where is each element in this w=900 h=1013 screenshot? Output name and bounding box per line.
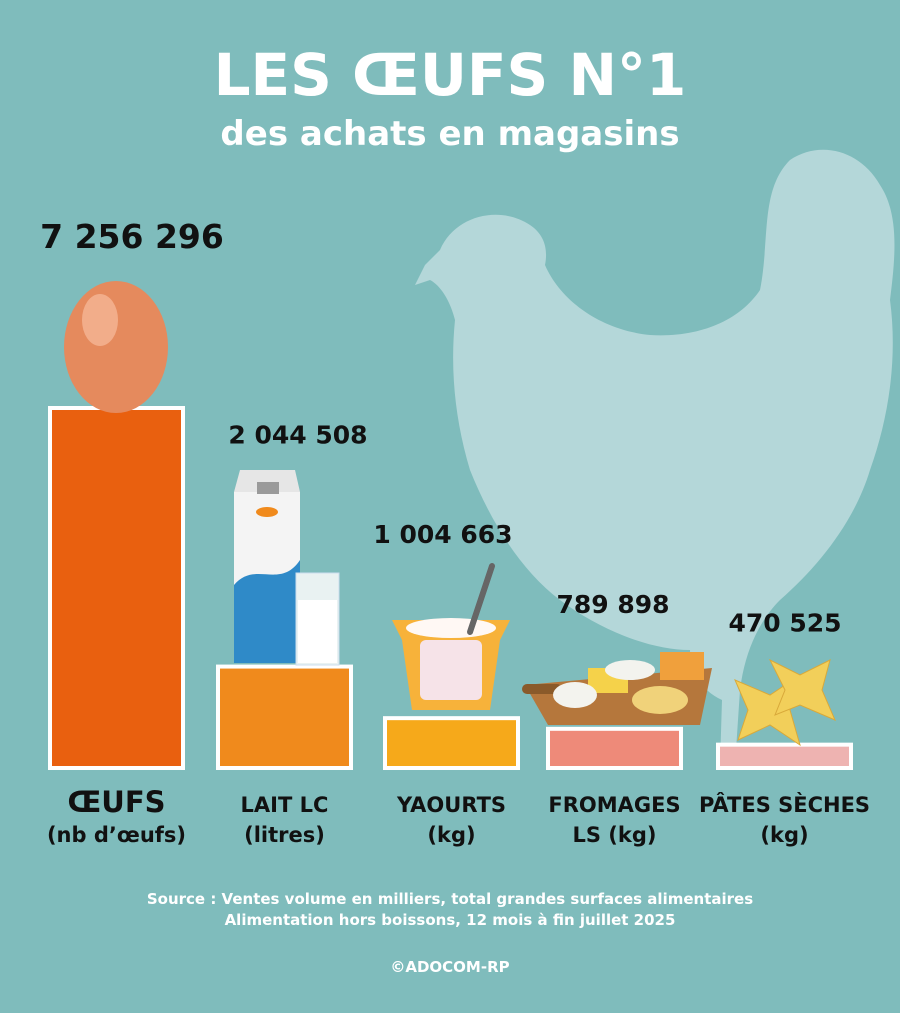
bar	[546, 726, 683, 771]
category-unit: (kg)	[760, 823, 808, 847]
yogurt-illustration	[392, 563, 510, 710]
subtitle: des achats en magasins	[220, 114, 679, 154]
egg-illustration	[64, 281, 168, 413]
bar	[216, 664, 353, 770]
category-label: FROMAGES	[548, 793, 680, 817]
bar	[48, 406, 185, 770]
category-label: ŒUFS	[67, 785, 165, 819]
value-label: 1 004 663	[373, 520, 512, 549]
bar	[716, 742, 853, 770]
value-label: 470 525	[728, 609, 841, 638]
source-line: Alimentation hors boissons, 12 mois à fi…	[225, 911, 676, 929]
cheese-illustration	[522, 652, 712, 725]
value-label: 2 044 508	[228, 421, 367, 450]
category-label: PÂTES SÈCHES	[699, 792, 870, 817]
milk-illustration	[234, 470, 340, 666]
title: LES ŒUFS N°1	[214, 41, 687, 109]
hen-silhouette	[415, 149, 895, 765]
source-line: Source : Ventes volume en milliers, tota…	[147, 890, 753, 908]
category-unit: (kg)	[427, 823, 475, 847]
bar	[383, 716, 520, 770]
value-label: 789 898	[556, 590, 669, 619]
category-unit: LS (kg)	[572, 823, 656, 847]
credit: ©ADOCOM-RP	[390, 958, 509, 976]
category-unit: (nb d’œufs)	[47, 823, 186, 847]
category-unit: (litres)	[244, 823, 325, 847]
pasta-illustration	[734, 658, 836, 747]
value-label: 7 256 296	[40, 217, 224, 256]
category-label: LAIT LC	[241, 793, 329, 817]
category-label: YAOURTS	[396, 793, 506, 817]
